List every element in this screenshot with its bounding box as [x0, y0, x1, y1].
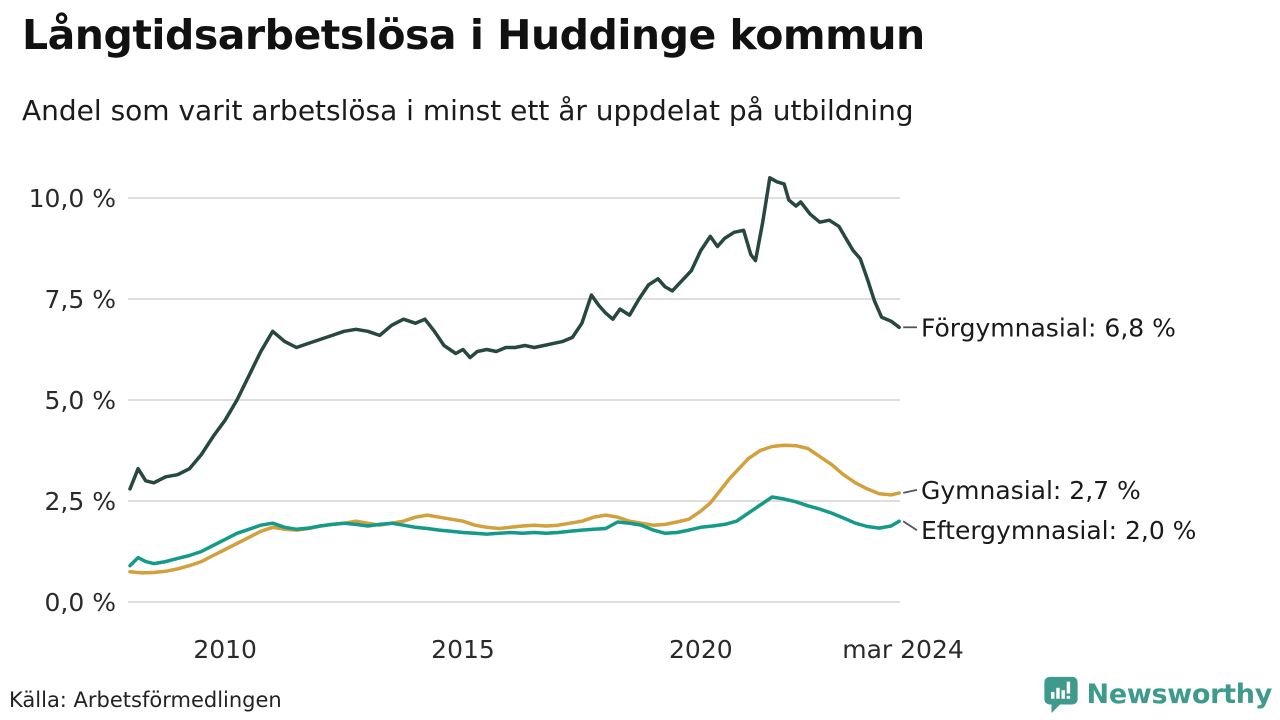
y-tick-label: 5,0 % — [45, 386, 116, 415]
y-tick-label: 7,5 % — [45, 285, 116, 314]
y-tick-label: 0,0 % — [45, 588, 116, 617]
source-note: Källa: Arbetsförmedlingen — [9, 688, 282, 712]
series-line-frgymnasial — [128, 176, 901, 491]
series-end-label-gymnasial: Gymnasial: 2,7 % — [921, 476, 1141, 505]
mini-bar-chart-glyph — [1050, 681, 1070, 699]
x-tick-label: 2010 — [193, 635, 257, 664]
y-tick-label: 10,0 % — [29, 184, 116, 213]
speech-bubble-shape — [1043, 676, 1078, 713]
series-end-label-frgymnasial: Förgymnasial: 6,8 % — [921, 313, 1176, 342]
page-title: Långtidsarbetslösa i Huddinge kommun — [22, 11, 925, 59]
newsworthy-wordmark: Newsworthy — [1086, 678, 1273, 710]
newsworthy-brand: Newsworthy — [1042, 674, 1272, 714]
label-leader-dash — [903, 489, 918, 494]
newsworthy-logo-icon — [1043, 676, 1078, 713]
series-end-label-eftergymnasial: Eftergymnasial: 2,0 % — [921, 516, 1196, 545]
x-tick-label: 2015 — [431, 635, 495, 664]
series-line-gymnasial — [128, 443, 901, 575]
y-tick-label: 2,5 % — [45, 487, 116, 516]
page-subtitle: Andel som varit arbetslösa i minst ett å… — [22, 94, 914, 127]
series-line-eftergymnasial — [128, 495, 901, 568]
label-leader-dash — [902, 520, 918, 531]
x-tick-label: 2020 — [669, 635, 733, 664]
x-tick-label: mar 2024 — [842, 635, 964, 664]
